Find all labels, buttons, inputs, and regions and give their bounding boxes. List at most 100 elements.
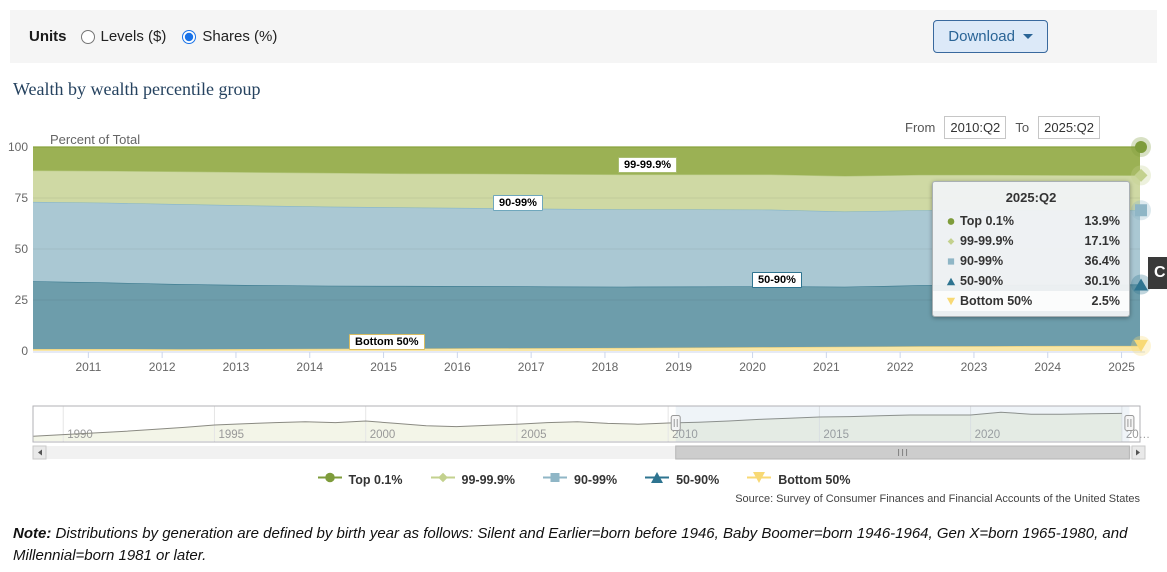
axis-label: 1990 xyxy=(67,429,93,441)
square-marker-icon xyxy=(1135,204,1147,217)
tooltip-row: 90-99% 36.4% xyxy=(933,251,1129,271)
download-button[interactable]: Download xyxy=(933,20,1048,53)
area-90-99 xyxy=(33,201,1140,287)
axis-label: 2013 xyxy=(223,360,250,374)
radio-shares-input[interactable] xyxy=(182,29,197,44)
axis-label: 2018 xyxy=(592,360,619,374)
arrow-right-icon xyxy=(1136,449,1140,456)
series-label-99-99-9: 99-99.9% xyxy=(618,157,678,173)
axis-label: 2022 xyxy=(887,360,914,374)
axis-label: 2020 xyxy=(975,429,1001,441)
triangle-marker-icon xyxy=(644,471,670,489)
navigator-selection[interactable] xyxy=(675,406,1130,442)
axis-label: 2005 xyxy=(521,429,547,441)
navigator-handle-right[interactable] xyxy=(1124,415,1135,431)
source-text: Source: Survey of Consumer Finances and … xyxy=(735,493,1140,505)
legend-label: Bottom 50% xyxy=(778,473,851,487)
axis-label: 2023 xyxy=(961,360,988,374)
radio-levels[interactable]: Levels ($) xyxy=(80,28,167,45)
radio-levels-input[interactable] xyxy=(80,29,95,44)
area-top-0.1 xyxy=(33,147,1140,176)
tooltip-date: 2025:Q2 xyxy=(1005,190,1057,205)
radio-levels-label: Levels ($) xyxy=(100,28,167,45)
legend-label: 50-90% xyxy=(676,473,720,487)
legend-item-90-99-[interactable]: 90-99% xyxy=(542,471,617,489)
axis-label: 2021 xyxy=(813,360,840,374)
chevron-down-icon xyxy=(1023,34,1033,39)
series-label-90-99: 90-99% xyxy=(493,195,543,211)
download-button-label: Download xyxy=(948,28,1015,45)
navigator-line xyxy=(32,411,1122,437)
to-label: To xyxy=(1015,120,1030,135)
inverted-triangle-marker-icon xyxy=(1134,339,1148,352)
axis-label: 2019 xyxy=(665,360,692,374)
inverted-triangle-marker-icon xyxy=(942,295,960,308)
area-99-99.9 xyxy=(33,170,1140,212)
units-label: Units xyxy=(29,28,67,45)
axis-label: 2017 xyxy=(518,360,545,374)
triangle-marker-icon xyxy=(1134,278,1148,291)
axis-label: 2025 xyxy=(1108,360,1135,374)
clipped-overlay-badge: C xyxy=(1148,257,1167,289)
axis-label: 0 xyxy=(21,344,28,358)
navigator-outline xyxy=(32,405,1141,443)
note-label: Note: xyxy=(13,525,52,542)
arrow-left-icon xyxy=(38,449,42,456)
axis-label: 2024 xyxy=(1034,360,1061,374)
triangle-marker-icon xyxy=(942,275,960,288)
axis-label: 2020 xyxy=(739,360,766,374)
diamond-marker-icon xyxy=(430,471,456,489)
note-text: Note: Distributions by generation are de… xyxy=(13,525,1128,564)
square-marker-icon xyxy=(942,255,960,268)
legend-item-99-99-9-[interactable]: 99-99.9% xyxy=(430,471,516,489)
legend-item-bottom-50-[interactable]: Bottom 50% xyxy=(746,471,850,489)
from-date-input[interactable] xyxy=(944,116,1007,139)
axis-label: 50 xyxy=(15,242,29,256)
legend-label: 99-99.9% xyxy=(461,473,516,487)
axis-label: 2015 xyxy=(370,360,397,374)
axis-label: 75 xyxy=(15,191,29,205)
tooltip-row-highlighted: Bottom 50% 2.5% xyxy=(933,291,1129,311)
diamond-marker-icon xyxy=(942,235,960,248)
axis-label: 2014 xyxy=(296,360,323,374)
units-toolbar: Units Levels ($) Shares (%) Download xyxy=(10,10,1157,63)
circle-marker-icon xyxy=(942,215,960,228)
axis-label: 25 xyxy=(15,293,29,307)
date-range-controls: From To xyxy=(905,116,1101,139)
navigator-handle-left[interactable] xyxy=(670,415,681,431)
axis-label: 2015 xyxy=(823,429,849,441)
tooltip-row: Top 0.1% 13.9% xyxy=(933,211,1129,231)
axis-label: Percent of Total xyxy=(50,132,140,147)
chart-tooltip: 2025:Q2 Top 0.1% 13.9% 99-99.9% 17.1% 90… xyxy=(932,181,1130,317)
square-marker-icon xyxy=(542,471,568,489)
axis-label: 100 xyxy=(8,140,28,154)
navigator-area xyxy=(33,412,1122,441)
tooltip-row: 99-99.9% 17.1% xyxy=(933,231,1129,251)
series-label-bottom-50: Bottom 50% xyxy=(349,334,425,350)
radio-shares[interactable]: Shares (%) xyxy=(182,28,277,45)
itriangle-marker-icon xyxy=(746,471,772,489)
circle-marker-icon xyxy=(317,471,343,489)
axis-label: 2011 xyxy=(75,360,101,374)
legend-item-top-0-1-[interactable]: Top 0.1% xyxy=(317,471,403,489)
axis-label: 2012 xyxy=(149,360,176,374)
circle-marker-icon xyxy=(1135,141,1147,153)
tooltip-row: 50-90% 30.1% xyxy=(933,271,1129,291)
axis-label: 1995 xyxy=(218,429,244,441)
chart-legend: Top 0.1% 99-99.9% 90-99% 50-90% Bottom 50% xyxy=(0,471,1167,489)
axis-label: 2016 xyxy=(444,360,471,374)
axis-label: 2000 xyxy=(370,429,396,441)
main-chart[interactable]: 0 25 50 75 100 Percent of Total 2011 2012 2013 20… xyxy=(0,130,1167,462)
axis-label: 20… xyxy=(1126,429,1150,441)
page-title: Wealth by wealth percentile group xyxy=(13,79,261,99)
from-label: From xyxy=(905,120,936,135)
series-label-50-90: 50-90% xyxy=(752,272,802,288)
legend-item-50-90-[interactable]: 50-90% xyxy=(644,471,719,489)
area-50-90 xyxy=(33,281,1140,350)
to-date-input[interactable] xyxy=(1038,116,1101,139)
axis-label: 2010 xyxy=(672,429,698,441)
legend-label: Top 0.1% xyxy=(348,473,403,487)
legend-label: 90-99% xyxy=(574,473,618,487)
radio-shares-label: Shares (%) xyxy=(202,28,278,45)
